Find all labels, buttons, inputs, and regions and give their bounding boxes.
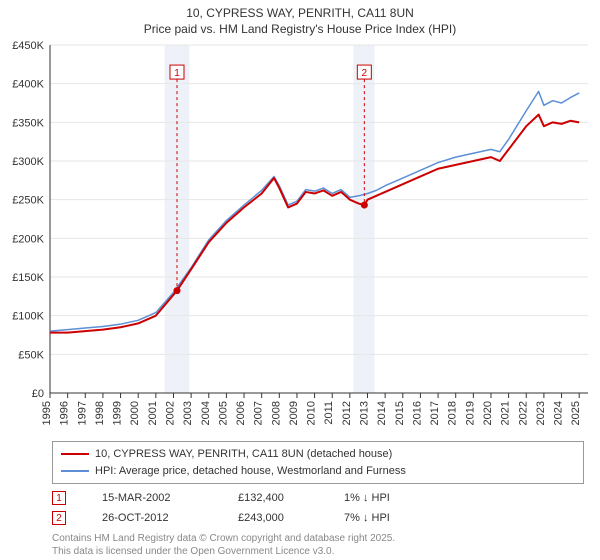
- svg-text:1998: 1998: [94, 401, 106, 425]
- svg-text:£150K: £150K: [12, 272, 44, 284]
- svg-text:£300K: £300K: [12, 156, 44, 168]
- marker-vs: 1% ↓ HPI: [344, 492, 424, 504]
- marker-row: 1 15-MAR-2002 £132,400 1% ↓ HPI: [52, 488, 584, 508]
- svg-text:£200K: £200K: [12, 234, 44, 246]
- marker-badge: 1: [52, 491, 66, 505]
- marker-price: £243,000: [238, 512, 308, 524]
- svg-text:2018: 2018: [447, 401, 459, 425]
- svg-text:2019: 2019: [464, 401, 476, 425]
- svg-text:2007: 2007: [253, 401, 265, 425]
- chart-area: £0 £50K £100K £150K £200K £250K £300K £350K £400…: [0, 37, 600, 437]
- svg-text:2024: 2024: [553, 401, 565, 425]
- svg-text:2009: 2009: [288, 401, 300, 425]
- legend-swatch: [61, 470, 89, 472]
- svg-text:2021: 2021: [500, 401, 512, 425]
- marker-date: 26-OCT-2012: [102, 512, 202, 524]
- legend-swatch: [61, 453, 89, 455]
- svg-text:2017: 2017: [429, 401, 441, 425]
- svg-text:1995: 1995: [41, 401, 53, 425]
- svg-text:2006: 2006: [235, 401, 247, 425]
- legend-label: HPI: Average price, detached house, West…: [95, 463, 406, 480]
- svg-text:1: 1: [174, 68, 180, 79]
- legend-item: 10, CYPRESS WAY, PENRITH, CA11 8UN (deta…: [61, 446, 575, 463]
- marker-table: 1 15-MAR-2002 £132,400 1% ↓ HPI 2 26-OCT-2012…: [52, 488, 584, 528]
- marker-date: 15-MAR-2002: [102, 492, 202, 504]
- svg-text:2: 2: [362, 68, 368, 79]
- legend-item: HPI: Average price, detached house, West…: [61, 463, 575, 480]
- marker-price: £132,400: [238, 492, 308, 504]
- footnote-line1: Contains HM Land Registry data © Crown c…: [52, 532, 584, 545]
- svg-text:2011: 2011: [323, 401, 335, 425]
- svg-text:2003: 2003: [182, 401, 194, 425]
- svg-text:2025: 2025: [570, 401, 582, 425]
- svg-text:2010: 2010: [306, 401, 318, 425]
- svg-text:2001: 2001: [147, 401, 159, 425]
- svg-text:2020: 2020: [482, 401, 494, 425]
- legend: 10, CYPRESS WAY, PENRITH, CA11 8UN (deta…: [52, 441, 584, 484]
- chart-title-line1: 10, CYPRESS WAY, PENRITH, CA11 8UN: [0, 6, 600, 22]
- marker-row: 2 26-OCT-2012 £243,000 7% ↓ HPI: [52, 508, 584, 528]
- svg-text:2015: 2015: [394, 401, 406, 425]
- legend-label: 10, CYPRESS WAY, PENRITH, CA11 8UN (deta…: [95, 446, 392, 463]
- svg-text:£100K: £100K: [12, 311, 44, 323]
- svg-text:2022: 2022: [517, 401, 529, 425]
- svg-text:2008: 2008: [270, 401, 282, 425]
- svg-text:2000: 2000: [129, 401, 141, 425]
- svg-text:1996: 1996: [59, 401, 71, 425]
- svg-text:1997: 1997: [76, 401, 88, 425]
- footnote-line2: This data is licensed under the Open Gov…: [52, 545, 584, 558]
- marker-badge: 2: [52, 511, 66, 525]
- svg-text:2004: 2004: [200, 401, 212, 425]
- footnote: Contains HM Land Registry data © Crown c…: [52, 532, 584, 558]
- marker-vs: 7% ↓ HPI: [344, 512, 424, 524]
- svg-text:£250K: £250K: [12, 195, 44, 207]
- svg-text:2002: 2002: [164, 401, 176, 425]
- svg-text:2016: 2016: [411, 401, 423, 425]
- svg-text:2005: 2005: [217, 401, 229, 425]
- svg-text:£50K: £50K: [18, 350, 44, 362]
- svg-text:£350K: £350K: [12, 118, 44, 130]
- svg-text:2023: 2023: [535, 401, 547, 425]
- svg-text:1999: 1999: [112, 401, 124, 425]
- svg-text:2014: 2014: [376, 401, 388, 425]
- svg-text:2013: 2013: [359, 401, 371, 425]
- svg-text:£400K: £400K: [12, 79, 44, 91]
- svg-text:£0: £0: [32, 388, 44, 400]
- chart-title-line2: Price paid vs. HM Land Registry's House …: [0, 22, 600, 38]
- svg-text:£450K: £450K: [12, 40, 44, 52]
- svg-text:2012: 2012: [341, 401, 353, 425]
